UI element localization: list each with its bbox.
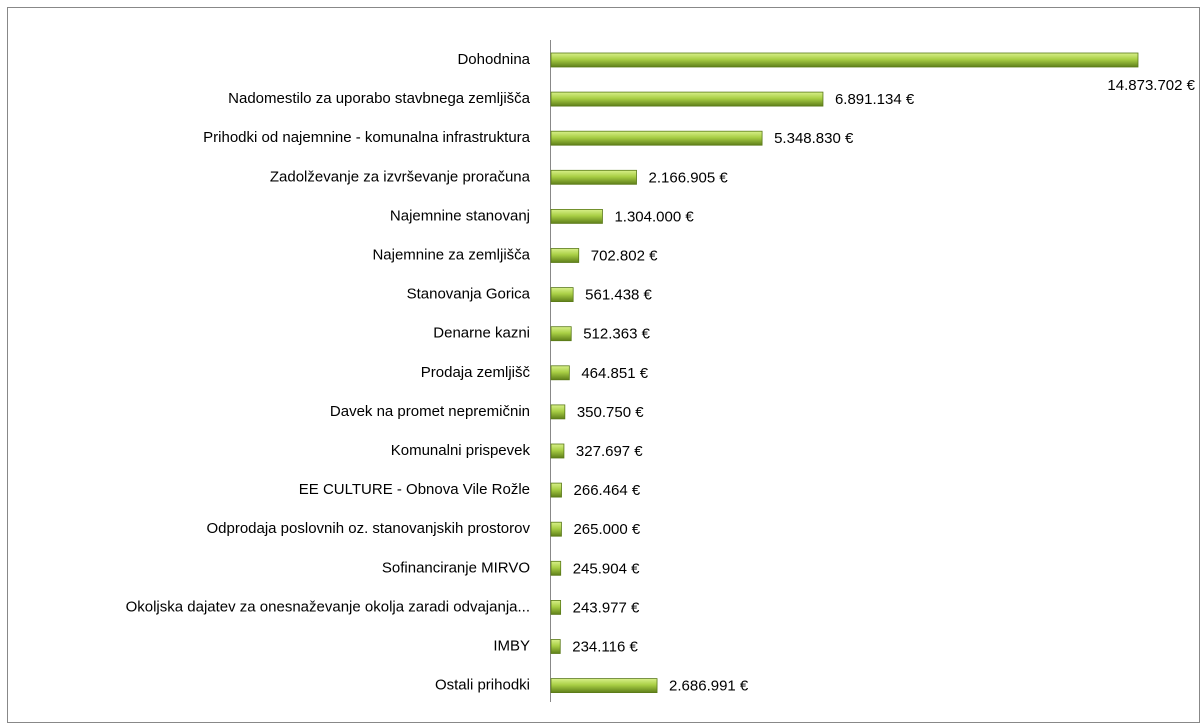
bar (550, 248, 580, 263)
category-label: Nadomestilo za uporabo stavbnega zemljiš… (228, 90, 530, 107)
bar (550, 482, 562, 498)
value-label: 1.304.000 € (614, 208, 694, 225)
bar (550, 169, 637, 185)
category-label: Zadolževanje za izvrševanje proračuna (270, 168, 531, 185)
category-label: Najemnine za zemljišča (372, 246, 530, 263)
value-label: 234.116 € (572, 638, 638, 655)
value-label: 2.166.905 € (649, 169, 729, 186)
category-label: Najemnine stanovanj (390, 207, 530, 224)
bar (550, 560, 562, 576)
value-label: 245.904 € (573, 560, 640, 577)
bar (550, 600, 562, 615)
category-label: EE CULTURE - Obnova Vile Rožle (299, 481, 530, 498)
category-label: Stanovanja Gorica (407, 286, 531, 303)
category-label: Prodaja zemljišč (421, 364, 531, 381)
category-label: Davek na promet nepremičnin (330, 403, 530, 420)
value-label: 243.977 € (573, 599, 640, 616)
bar (550, 521, 562, 537)
category-label: Ostali prihodki (435, 677, 530, 694)
category-label: Sofinanciranje MIRVO (382, 559, 530, 576)
category-label: IMBY (493, 637, 530, 654)
value-label: 350.750 € (577, 404, 644, 421)
value-label: 561.438 € (585, 287, 652, 304)
bar (550, 208, 603, 224)
category-label: Prihodki od najemnine - komunalna infras… (203, 129, 530, 146)
bar (550, 639, 561, 654)
bar (550, 404, 566, 420)
value-label: 512.363 € (583, 326, 650, 343)
value-label: 265.000 € (573, 521, 640, 538)
bar (550, 130, 763, 146)
value-label: 14.873.702 € (1107, 77, 1195, 94)
bar (550, 365, 570, 381)
bar (550, 678, 658, 693)
category-label: Okoljska dajatev za onesnaževanje okolja… (126, 598, 530, 615)
value-label: 266.464 € (574, 482, 641, 499)
value-label: 464.851 € (581, 365, 648, 382)
bar (550, 52, 1139, 68)
chart-border (7, 7, 1200, 723)
category-label: Odprodaja poslovnih oz. stanovanjskih pr… (206, 520, 530, 537)
value-label: 327.697 € (576, 443, 643, 460)
category-label: Dohodnina (457, 51, 530, 68)
bar (550, 91, 824, 107)
value-label: 702.802 € (591, 247, 658, 264)
bar (550, 326, 572, 342)
category-label: Komunalni prispevek (391, 442, 531, 459)
value-label: 5.348.830 € (774, 130, 854, 147)
bar (550, 443, 565, 459)
value-label: 2.686.991 € (669, 678, 749, 695)
value-label: 6.891.134 € (835, 91, 915, 108)
bar (550, 287, 574, 303)
category-label: Denarne kazni (433, 325, 530, 342)
